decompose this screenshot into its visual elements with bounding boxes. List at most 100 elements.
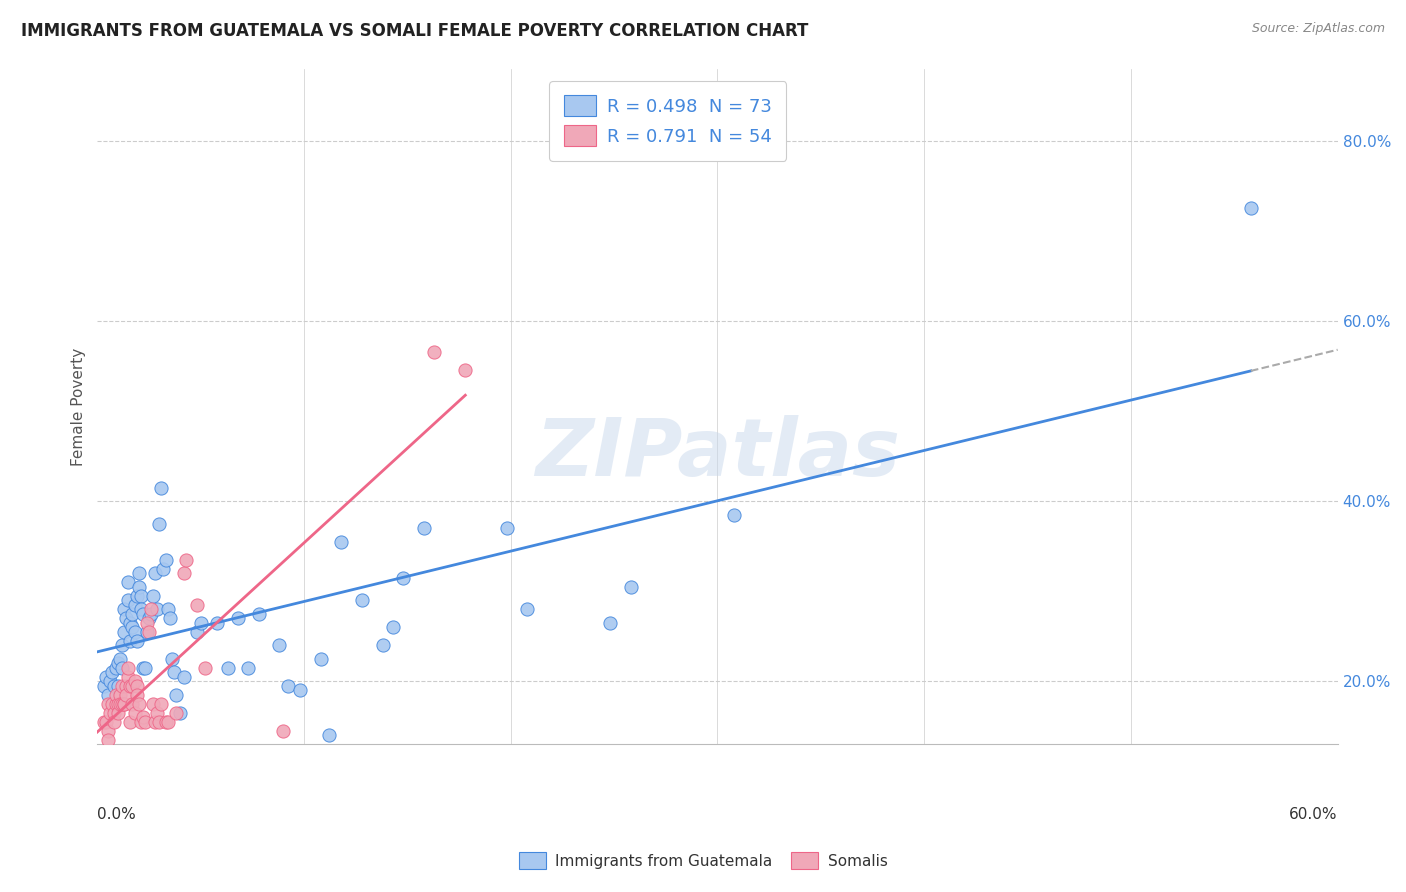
Point — [159, 611, 181, 625]
Point — [139, 607, 162, 621]
Point — [142, 697, 165, 711]
Point — [160, 652, 183, 666]
Point — [98, 706, 121, 720]
Point — [117, 593, 139, 607]
Point — [156, 602, 179, 616]
Point — [93, 679, 115, 693]
Legend: Immigrants from Guatemala, Somalis: Immigrants from Guatemala, Somalis — [513, 846, 893, 875]
Point — [330, 534, 353, 549]
Point — [129, 589, 152, 603]
Point — [111, 661, 134, 675]
Point — [599, 615, 621, 630]
Point — [94, 670, 117, 684]
Point — [134, 714, 156, 729]
Point — [103, 706, 125, 720]
Point — [136, 624, 159, 639]
Point — [152, 751, 174, 765]
Point — [112, 697, 135, 711]
Point — [103, 714, 125, 729]
Point — [128, 566, 150, 581]
Point — [107, 679, 129, 693]
Point — [139, 602, 162, 616]
Point — [112, 602, 135, 616]
Point — [454, 363, 477, 377]
Point — [120, 679, 142, 693]
Point — [173, 566, 195, 581]
Point — [97, 723, 120, 738]
Point — [723, 508, 745, 522]
Point — [107, 697, 129, 711]
Point — [620, 580, 643, 594]
Point — [318, 728, 340, 742]
Point — [156, 714, 179, 729]
Point — [155, 714, 177, 729]
Point — [124, 598, 146, 612]
Point — [150, 481, 173, 495]
Text: 0.0%: 0.0% — [97, 807, 136, 822]
Point — [129, 602, 152, 616]
Point — [413, 521, 436, 535]
Point — [117, 661, 139, 675]
Point — [97, 688, 120, 702]
Point — [124, 674, 146, 689]
Point — [107, 706, 129, 720]
Text: Source: ZipAtlas.com: Source: ZipAtlas.com — [1251, 22, 1385, 36]
Point — [148, 516, 170, 531]
Point — [112, 697, 135, 711]
Point — [186, 598, 208, 612]
Point — [128, 580, 150, 594]
Point — [152, 562, 174, 576]
Point — [138, 624, 160, 639]
Point — [128, 697, 150, 711]
Point — [121, 620, 143, 634]
Point — [104, 688, 127, 702]
Point — [165, 706, 187, 720]
Point — [495, 521, 517, 535]
Point — [371, 638, 394, 652]
Point — [132, 607, 155, 621]
Point — [146, 706, 169, 720]
Point — [104, 661, 127, 675]
Point — [150, 697, 173, 711]
Point — [174, 552, 197, 566]
Point — [273, 723, 295, 738]
Point — [217, 661, 239, 675]
Point — [117, 575, 139, 590]
Point — [93, 714, 115, 729]
Point — [94, 714, 117, 729]
Point — [186, 624, 208, 639]
Point — [125, 679, 148, 693]
Point — [143, 566, 166, 581]
Point — [120, 714, 142, 729]
Text: 60.0%: 60.0% — [1289, 807, 1337, 822]
Point — [121, 607, 143, 621]
Point — [143, 714, 166, 729]
Point — [125, 688, 148, 702]
Point — [142, 589, 165, 603]
Point — [108, 697, 131, 711]
Point — [101, 697, 124, 711]
Point — [207, 615, 229, 630]
Point — [120, 615, 142, 630]
Point — [226, 611, 249, 625]
Point — [121, 679, 143, 693]
Point — [97, 697, 120, 711]
Point — [103, 679, 125, 693]
Point — [97, 732, 120, 747]
Point — [115, 688, 138, 702]
Point — [104, 697, 127, 711]
Point — [146, 602, 169, 616]
Point — [115, 611, 138, 625]
Point — [1240, 201, 1263, 215]
Point — [125, 589, 148, 603]
Point — [129, 714, 152, 729]
Point — [148, 714, 170, 729]
Point — [423, 345, 446, 359]
Point — [112, 624, 135, 639]
Point — [155, 552, 177, 566]
Y-axis label: Female Poverty: Female Poverty — [72, 347, 86, 466]
Point — [98, 674, 121, 689]
Point — [169, 706, 191, 720]
Point — [125, 633, 148, 648]
Point — [392, 571, 415, 585]
